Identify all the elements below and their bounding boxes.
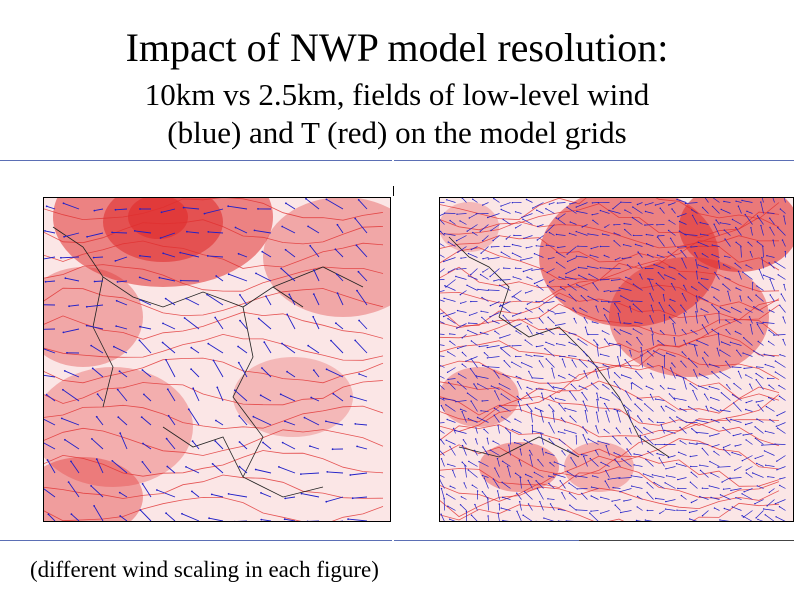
panel-tick bbox=[393, 186, 394, 196]
slide-subtitle-line-1: 10km vs 2.5km, fields of low-level wind bbox=[144, 77, 650, 112]
bottom-rule-mid bbox=[394, 540, 579, 541]
top-rule-right bbox=[394, 160, 794, 161]
bottom-rule-right bbox=[579, 540, 794, 541]
bottom-rule-left bbox=[0, 540, 392, 541]
slide-subtitle-line-2: (blue) and T (red) on the model grids bbox=[167, 115, 627, 150]
slide-title: Impact of NWP model resolution: bbox=[125, 25, 669, 70]
map-2-5km bbox=[439, 197, 794, 522]
caption: (different wind scaling in each figure) bbox=[30, 557, 379, 582]
map-10km bbox=[43, 197, 391, 522]
top-rule-left bbox=[0, 160, 392, 161]
